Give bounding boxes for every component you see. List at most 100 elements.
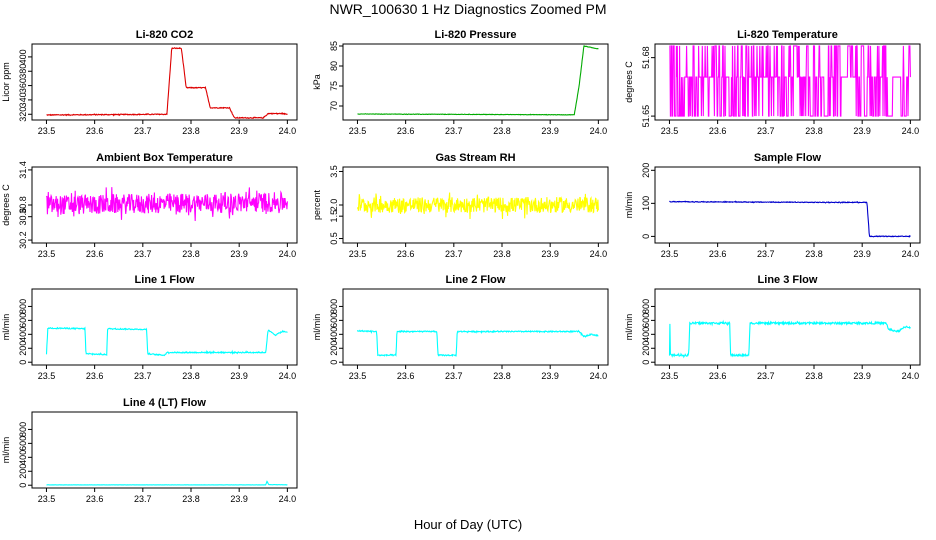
li820-pressure-x-tick-label: 23.7	[445, 126, 463, 136]
li820-pressure-x-tick-label: 23.9	[541, 126, 559, 136]
line-2-flow-y-tick-label: 400	[329, 327, 339, 342]
li820-temperature-series-line	[669, 45, 911, 117]
line-3-flow-y-tick-label: 200	[641, 341, 651, 356]
line-1-flow-x-tick-label: 23.5	[38, 371, 56, 381]
li820-co2-panel: Li-820 CO2 23.5 23.6 23.7 23.8 23.9 24.0 320340…	[1, 29, 298, 136]
li820-temperature-plot-frame	[654, 43, 921, 121]
li820-pressure-panel: Li-820 Pressure 23.5 23.6 23.7 23.8 23.9 24.0 7…	[312, 29, 609, 136]
sample-flow-title: Sample Flow	[754, 152, 822, 164]
li820-pressure-y-axis-label: kPa	[312, 74, 322, 90]
line-3-flow-y-tick-label: 400	[641, 327, 651, 342]
li820-temperature-x-tick-label: 23.9	[853, 126, 871, 136]
gas-stream-rh-x-tick-label: 23.8	[493, 249, 511, 259]
line-2-flow-x-tick-label: 23.5	[349, 371, 367, 381]
line-1-flow-y-tick-label: 400	[18, 327, 28, 342]
gas-stream-rh-y-tick-label: 3.5	[329, 165, 339, 178]
line-4-lt-flow-y-tick-label: 200	[18, 464, 28, 479]
li820-temperature-x-tick-label: 24.0	[902, 126, 920, 136]
line-4-lt-flow-x-tick-label: 23.8	[182, 494, 200, 504]
line-4-lt-flow-y-tick-label: 800	[18, 422, 28, 437]
sample-flow-y-axis-label: ml/min	[624, 192, 634, 219]
gas-stream-rh-series-line	[356, 192, 599, 220]
ambient-box-temperature-y-tick-label: 31.4	[18, 161, 28, 179]
line-1-flow-series-line	[45, 326, 288, 357]
line-1-flow-plot-frame	[31, 288, 298, 366]
li820-temperature-x-tick-label: 23.5	[661, 126, 679, 136]
line-3-flow-title: Line 3 Flow	[758, 274, 818, 286]
line-4-lt-flow-y-tick-label: 600	[18, 436, 28, 451]
gas-stream-rh-x-tick-label: 23.9	[541, 249, 559, 259]
gas-stream-rh-y-tick-label: 0.5	[329, 232, 339, 245]
gas-stream-rh-x-tick-label: 23.7	[445, 249, 463, 259]
x-axis-label: Hour of Day (UTC)	[413, 517, 523, 532]
li820-temperature-title: Li-820 Temperature	[737, 29, 838, 41]
li820-co2-title: Li-820 CO2	[136, 29, 193, 41]
li820-co2-x-tick-label: 23.5	[38, 126, 56, 136]
li820-temperature-x-tick-label: 23.6	[709, 126, 727, 136]
line-3-flow-y-axis-label: ml/min	[624, 314, 634, 341]
li820-co2-y-axis-label: Licor ppm	[1, 62, 11, 102]
line-4-lt-flow-plot-frame	[31, 411, 298, 489]
sample-flow-x-tick-label: 23.8	[805, 249, 823, 259]
sample-flow-x-tick-label: 23.5	[661, 249, 679, 259]
line-2-flow-y-tick-label: 800	[329, 299, 339, 314]
line-3-flow-x-tick-label: 23.5	[661, 371, 679, 381]
line-2-flow-plot-frame	[342, 288, 609, 366]
line-3-flow-x-tick-label: 23.9	[853, 371, 871, 381]
line-4-lt-flow-series-line	[46, 480, 288, 486]
ambient-box-temperature-y-tick-label: 30.8	[18, 196, 28, 214]
line-1-flow-x-tick-label: 23.8	[182, 371, 200, 381]
sample-flow-plot-frame	[654, 166, 921, 244]
ambient-box-temperature-x-tick-label: 23.5	[38, 249, 56, 259]
li820-co2-x-tick-label: 23.6	[86, 126, 104, 136]
line-4-lt-flow-x-tick-label: 23.6	[86, 494, 104, 504]
ambient-box-temperature-x-tick-label: 23.8	[182, 249, 200, 259]
sample-flow-panel: Sample Flow 23.5 23.6 23.7 23.8 23.9 24.0 0 100 2…	[624, 152, 921, 259]
li820-co2-y-tick-label: 380	[18, 64, 28, 79]
line-4-lt-flow-title: Line 4 (LT) Flow	[123, 397, 206, 409]
line-2-flow-x-tick-label: 23.8	[493, 371, 511, 381]
ambient-box-temperature-x-tick-label: 24.0	[279, 249, 297, 259]
line-1-flow-x-tick-label: 23.7	[134, 371, 152, 381]
line-3-flow-series-line	[668, 319, 911, 359]
line-4-lt-flow-panel: Line 4 (LT) Flow 23.5 23.6 23.7 23.8 23.9 24.0…	[1, 397, 298, 504]
ambient-box-temperature-y-axis-label: degrees C	[1, 184, 11, 226]
li820-pressure-plot-frame	[342, 43, 609, 121]
line-2-flow-series-line	[356, 329, 599, 358]
gas-stream-rh-panel: Gas Stream RH 23.5 23.6 23.7 23.8 23.9 24.0 0.5…	[312, 152, 609, 259]
li820-co2-series-line	[46, 46, 288, 120]
li820-co2-x-tick-label: 24.0	[279, 126, 297, 136]
line-1-flow-x-tick-label: 23.9	[230, 371, 248, 381]
sample-flow-y-tick-label: 100	[641, 196, 651, 211]
li820-pressure-title: Li-820 Pressure	[435, 29, 517, 41]
line-3-flow-x-tick-label: 23.6	[709, 371, 727, 381]
li820-co2-x-tick-label: 23.7	[134, 126, 152, 136]
line-3-flow-panel: Line 3 Flow 23.5 23.6 23.7 23.8 23.9 24.0 0 2004…	[624, 274, 921, 381]
sample-flow-x-tick-label: 24.0	[902, 249, 920, 259]
li820-temperature-y-axis-label: degrees C	[624, 61, 634, 103]
sample-flow-x-tick-label: 23.6	[709, 249, 727, 259]
line-2-flow-x-tick-label: 23.6	[397, 371, 415, 381]
line-1-flow-y-tick-label: 800	[18, 299, 28, 314]
ambient-box-temperature-series-line	[45, 187, 288, 222]
line-4-lt-flow-x-tick-label: 24.0	[279, 494, 297, 504]
line-4-lt-flow-y-axis-label: ml/min	[1, 437, 11, 464]
li820-temperature-x-tick-label: 23.7	[757, 126, 775, 136]
line-4-lt-flow-y-tick-label: 400	[18, 450, 28, 465]
li820-pressure-y-tick-label: 70	[329, 101, 339, 111]
line-1-flow-x-tick-label: 24.0	[279, 371, 297, 381]
line-2-flow-y-tick-label: 0	[329, 360, 339, 365]
li820-pressure-y-tick-label: 75	[329, 81, 339, 91]
ambient-box-temperature-title: Ambient Box Temperature	[96, 152, 233, 164]
gas-stream-rh-x-tick-label: 23.5	[349, 249, 367, 259]
li820-pressure-x-tick-label: 23.6	[397, 126, 415, 136]
li820-co2-x-tick-label: 23.8	[182, 126, 200, 136]
li820-pressure-x-tick-label: 23.8	[493, 126, 511, 136]
li820-pressure-y-tick-label: 85	[329, 41, 339, 51]
li820-pressure-y-tick-label: 80	[329, 61, 339, 71]
sample-flow-y-tick-label: 0	[641, 234, 651, 239]
gas-stream-rh-x-tick-label: 23.6	[397, 249, 415, 259]
ambient-box-temperature-x-tick-label: 23.6	[86, 249, 104, 259]
li820-co2-y-tick-label: 320	[18, 107, 28, 122]
line-4-lt-flow-x-tick-label: 23.9	[230, 494, 248, 504]
